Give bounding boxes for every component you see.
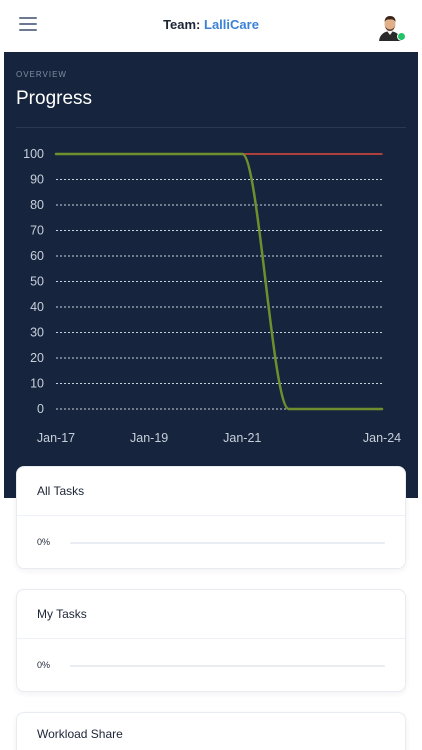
y-tick-label: 10: [30, 377, 44, 391]
card-title: All Tasks: [37, 484, 85, 498]
y-tick-label: 0: [37, 402, 44, 416]
overview-panel: OVERVIEW Progress 100 90 80 70 60 50 40 30 20 10 0…: [4, 52, 418, 498]
progress-percent: 0%: [37, 660, 51, 670]
overview-divider: [16, 127, 406, 128]
x-tick-label: Jan-19: [130, 431, 168, 445]
hamburger-menu-icon[interactable]: [19, 15, 38, 33]
progress-bar: [70, 665, 385, 667]
card-my-tasks: My Tasks 0%: [16, 589, 406, 692]
y-tick-label: 50: [30, 275, 44, 289]
overview-title: Progress: [16, 88, 93, 109]
y-tick-label: 30: [30, 326, 44, 340]
series-line-1: [54, 152, 384, 411]
y-tick-label: 100: [23, 147, 44, 161]
card-title: My Tasks: [37, 607, 87, 621]
y-tick-label: 40: [30, 300, 44, 314]
overview-label: OVERVIEW: [16, 70, 67, 79]
progress-bar: [70, 542, 385, 544]
y-tick-label: 20: [30, 351, 44, 365]
team-name[interactable]: LalliCare: [204, 17, 259, 32]
card-all-tasks: All Tasks 0%: [16, 466, 406, 569]
online-status-badge: [397, 32, 406, 41]
y-tick-label: 60: [30, 249, 44, 263]
y-tick-label: 70: [30, 224, 44, 238]
y-tick-label: 80: [30, 198, 44, 212]
progress-percent: 0%: [37, 537, 51, 547]
x-tick-label: Jan-17: [37, 431, 75, 445]
card-divider: [17, 515, 405, 516]
card-divider: [17, 638, 405, 639]
top-bar: Team: LalliCare: [0, 0, 422, 52]
card-workload-share: Workload Share: [16, 712, 406, 750]
team-prefix: Team:: [163, 17, 201, 32]
x-tick-label: Jan-24: [363, 431, 401, 445]
user-avatar[interactable]: [375, 11, 406, 41]
x-tick-label: Jan-21: [223, 431, 261, 445]
card-title: Workload Share: [37, 727, 123, 741]
team-title: Team: LalliCare: [0, 17, 422, 32]
y-tick-label: 90: [30, 173, 44, 187]
